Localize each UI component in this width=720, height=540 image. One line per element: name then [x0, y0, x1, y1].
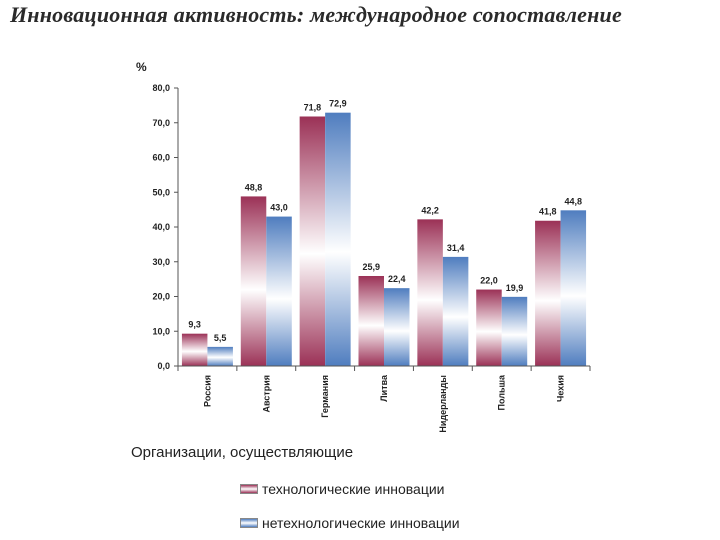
data-label-nontech: 22,4 — [388, 274, 406, 284]
page-title: Инновационная активность: международное … — [10, 2, 622, 27]
legend-label-tech: технологические инновации — [262, 481, 445, 497]
x-category-label: Литва — [379, 374, 389, 402]
y-tick-label: 10,0 — [152, 326, 170, 336]
y-tick-label: 50,0 — [152, 187, 170, 197]
bar-nontech — [560, 210, 587, 366]
bars: 9,3 5,5 48,8 43,0 71,8 72,9 25,9 22,4 42,2 31,4 22… — [181, 99, 587, 367]
x-category-label: Нидерланды — [438, 375, 448, 433]
y-tick-label: 80,0 — [152, 83, 170, 93]
bar-tech — [535, 220, 561, 366]
bar-nontech — [266, 216, 292, 366]
bar-nontech — [501, 296, 528, 366]
data-label-nontech: 72,9 — [329, 99, 347, 109]
data-label-nontech: 31,4 — [447, 243, 465, 253]
y-axis: 0,0 10,0 20,0 30,0 40,0 50,0 60,0 70,0 80,0 — [152, 83, 179, 371]
bar-tech — [240, 196, 267, 366]
data-label-tech: 41,8 — [539, 207, 557, 217]
bar-nontech — [325, 112, 351, 366]
x-category-label: Польша — [497, 374, 507, 410]
data-label-nontech: 44,8 — [565, 196, 583, 206]
x-category-label: Германия — [320, 375, 330, 418]
y-tick-label: 0,0 — [157, 361, 170, 371]
bar-nontech — [384, 288, 410, 366]
bar-nontech — [442, 256, 469, 366]
x-category-label: Австрия — [261, 375, 271, 413]
bar-nontech — [207, 346, 233, 366]
bar-tech — [476, 289, 502, 366]
bar-tech — [417, 219, 443, 366]
legend-label-nontech: нетехнологические инновации — [262, 515, 460, 531]
data-label-tech: 22,0 — [480, 276, 498, 286]
legend-swatch-nontech — [240, 518, 258, 528]
bar-tech — [358, 275, 384, 366]
x-category-label: Россия — [202, 375, 212, 407]
x-axis: Россия Австрия Германия Литва Нидерланды Поль… — [177, 365, 591, 433]
data-label-tech: 42,2 — [421, 205, 439, 215]
data-label-tech: 71,8 — [304, 102, 322, 112]
legend-title: Организации, осуществляющие — [131, 444, 354, 461]
data-label-tech: 9,3 — [188, 320, 201, 330]
y-tick-label: 40,0 — [152, 222, 170, 232]
data-label-nontech: 19,9 — [506, 283, 524, 293]
data-label-tech: 25,9 — [362, 262, 380, 272]
y-tick-label: 70,0 — [152, 118, 170, 128]
legend-item-tech: технологические инновации — [240, 481, 444, 497]
y-axis-unit: % — [136, 60, 147, 74]
x-category-label: Чехия — [556, 375, 566, 402]
data-label-tech: 48,8 — [245, 182, 263, 192]
y-tick-label: 60,0 — [152, 153, 170, 163]
bar-tech — [181, 333, 208, 366]
legend-item-nontech: нетехнологические инновации — [240, 515, 460, 531]
data-label-nontech: 5,5 — [214, 333, 227, 343]
legend-swatch-tech — [240, 484, 258, 494]
data-label-nontech: 43,0 — [270, 203, 288, 213]
y-tick-label: 30,0 — [152, 257, 170, 267]
bar-tech — [299, 116, 326, 367]
y-tick-label: 20,0 — [152, 292, 170, 302]
